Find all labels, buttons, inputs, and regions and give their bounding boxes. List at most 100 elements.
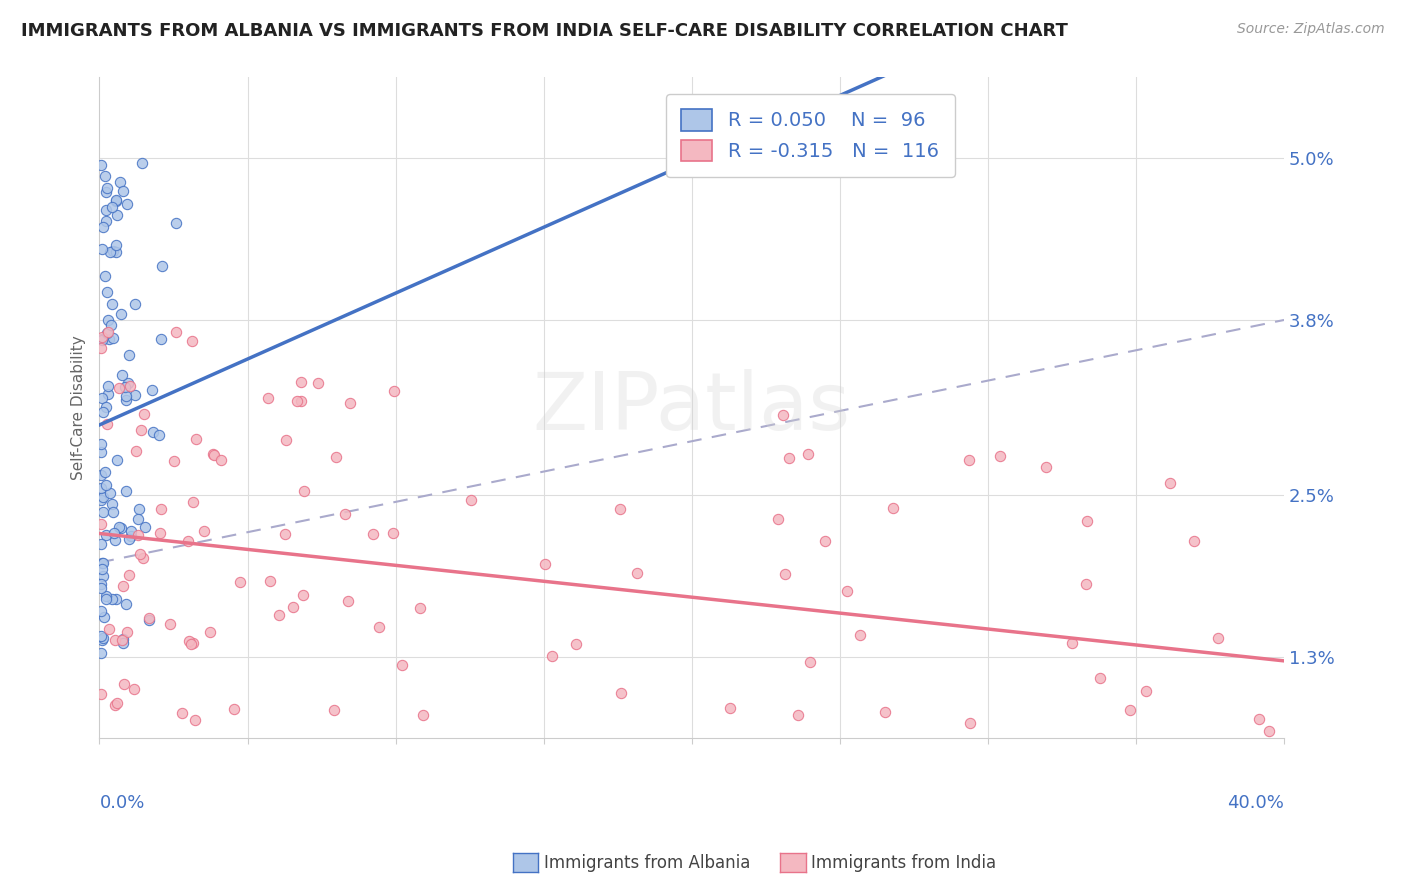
- Point: [797, 447, 820, 461]
- Point: [120, 528, 142, 542]
- Point: [91, 568, 114, 582]
- Point: [90, 577, 112, 591]
- Point: [565, 637, 588, 651]
- Point: [183, 713, 205, 727]
- Point: [93, 556, 115, 570]
- Text: ZIPatlas: ZIPatlas: [533, 368, 851, 447]
- Point: [204, 448, 226, 462]
- Point: [107, 520, 129, 534]
- Point: [94, 478, 117, 492]
- Point: [124, 297, 146, 311]
- Point: [337, 593, 360, 607]
- Point: [1064, 749, 1087, 764]
- Point: [97, 325, 120, 339]
- Point: [105, 238, 128, 252]
- Point: [90, 629, 112, 643]
- Point: [90, 687, 112, 701]
- Point: [124, 388, 146, 402]
- Text: Immigrants from Albania: Immigrants from Albania: [544, 854, 751, 871]
- Point: [90, 391, 112, 405]
- Point: [1062, 636, 1084, 650]
- Point: [827, 751, 849, 765]
- Point: [193, 524, 215, 538]
- Point: [1004, 746, 1026, 760]
- Point: [361, 527, 384, 541]
- Point: [131, 155, 153, 169]
- Point: [94, 401, 117, 415]
- Point: [129, 547, 152, 561]
- Point: [1206, 631, 1229, 645]
- Point: [127, 512, 149, 526]
- Point: [778, 450, 800, 465]
- Point: [100, 318, 122, 333]
- Y-axis label: Self-Care Disability: Self-Care Disability: [72, 335, 86, 480]
- Point: [111, 632, 134, 647]
- Text: 40.0%: 40.0%: [1227, 794, 1284, 813]
- Point: [114, 483, 136, 498]
- Point: [94, 203, 117, 218]
- Point: [814, 534, 837, 549]
- Point: [90, 492, 112, 507]
- Point: [138, 611, 160, 625]
- Point: [97, 312, 120, 326]
- Point: [1119, 702, 1142, 716]
- Point: [333, 507, 356, 521]
- Point: [124, 681, 146, 696]
- Point: [256, 391, 278, 405]
- Point: [104, 533, 127, 547]
- Point: [180, 334, 202, 349]
- Point: [772, 408, 794, 422]
- Point: [1159, 475, 1181, 490]
- Point: [339, 395, 361, 409]
- Point: [533, 558, 555, 572]
- Point: [115, 197, 138, 211]
- Point: [114, 598, 136, 612]
- Point: [849, 628, 872, 642]
- Point: [118, 568, 141, 582]
- Point: [98, 244, 121, 259]
- Point: [90, 581, 112, 595]
- Point: [799, 655, 821, 669]
- Point: [90, 341, 112, 355]
- Point: [110, 307, 132, 321]
- Point: [120, 524, 142, 539]
- Point: [94, 268, 117, 283]
- Point: [97, 387, 120, 401]
- Point: [177, 534, 200, 549]
- Point: [412, 707, 434, 722]
- Point: [586, 772, 609, 787]
- Point: [322, 703, 344, 717]
- Point: [965, 798, 987, 813]
- Point: [274, 526, 297, 541]
- Point: [90, 242, 112, 256]
- Point: [1035, 459, 1057, 474]
- Point: [134, 520, 156, 534]
- Point: [91, 505, 114, 519]
- Point: [172, 706, 194, 720]
- Point: [1247, 712, 1270, 726]
- Point: [1076, 577, 1098, 591]
- Point: [290, 394, 312, 409]
- Point: [290, 375, 312, 389]
- Point: [181, 495, 204, 509]
- Point: [202, 447, 225, 461]
- Point: [111, 632, 134, 646]
- Point: [149, 526, 172, 541]
- Point: [111, 368, 134, 382]
- Point: [101, 592, 124, 607]
- Point: [90, 536, 112, 550]
- Point: [571, 746, 593, 760]
- Point: [138, 613, 160, 627]
- Point: [150, 259, 173, 273]
- Point: [94, 185, 117, 199]
- Point: [90, 646, 112, 660]
- Point: [96, 326, 118, 341]
- Point: [94, 589, 117, 603]
- Point: [718, 701, 741, 715]
- Point: [165, 325, 187, 339]
- Point: [180, 637, 202, 651]
- Point: [98, 486, 121, 500]
- Point: [108, 175, 131, 189]
- Text: 0.0%: 0.0%: [100, 794, 145, 813]
- Point: [91, 332, 114, 346]
